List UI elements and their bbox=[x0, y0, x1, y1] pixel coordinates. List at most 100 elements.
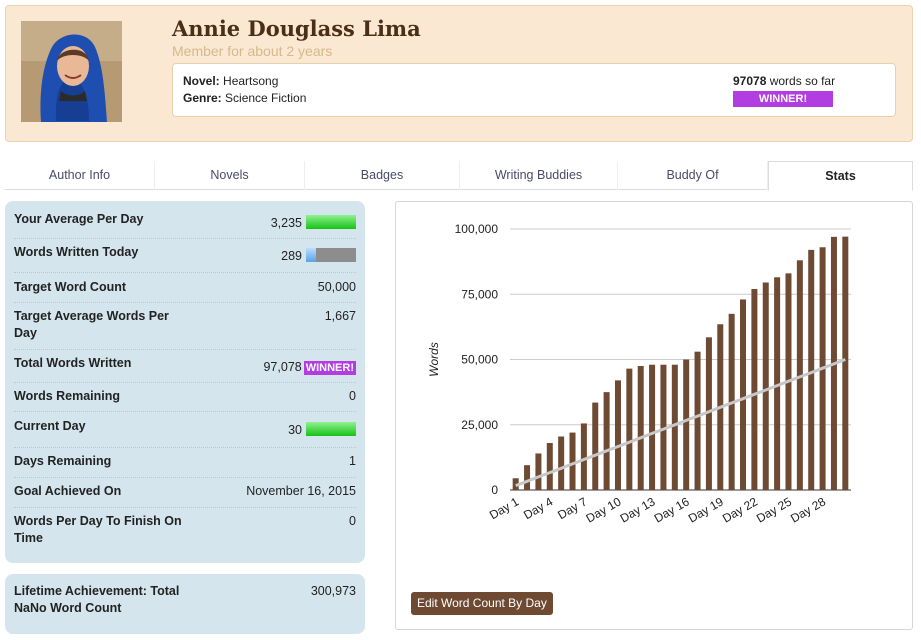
bar bbox=[592, 402, 599, 490]
x-tick-label: Day 28 bbox=[788, 494, 828, 525]
tab-novels[interactable]: Novels bbox=[155, 161, 305, 190]
y-tick-label: 100,000 bbox=[455, 222, 499, 236]
bar bbox=[796, 260, 803, 490]
stat-row-remaining: Words Remaining 0 bbox=[14, 383, 356, 412]
x-tick-label: Day 1 bbox=[487, 494, 521, 522]
stat-value: 30 bbox=[288, 422, 356, 439]
bar bbox=[842, 236, 849, 490]
word-count: 97078 bbox=[733, 74, 767, 88]
bar bbox=[751, 289, 758, 490]
word-count-chart-panel: 0 25,000 50,000 75,000 100,000 Words Day 1 Day … bbox=[395, 201, 913, 630]
bar bbox=[626, 368, 633, 490]
stat-value: 0 bbox=[349, 514, 356, 528]
stat-number: 97,078 bbox=[263, 360, 302, 374]
bar bbox=[614, 380, 621, 490]
bar bbox=[808, 249, 815, 490]
stat-value: 97,078 WINNER! bbox=[263, 359, 356, 376]
stat-label: Total Words Written bbox=[14, 356, 132, 370]
stat-row-today: Words Written Today 289 bbox=[14, 239, 356, 273]
stat-number: 3,235 bbox=[270, 216, 302, 230]
x-tick-label: Day 7 bbox=[555, 494, 589, 522]
y-axis-label: Words bbox=[427, 342, 441, 377]
tab-author-info[interactable]: Author Info bbox=[5, 161, 155, 190]
edit-word-count-button[interactable]: Edit Word Count By Day bbox=[411, 592, 553, 615]
genre-value: Science Fiction bbox=[225, 91, 307, 105]
bar bbox=[637, 366, 644, 490]
stat-row-target: Target Word Count 50,000 bbox=[14, 273, 356, 303]
word-count-line: 97078 words so far bbox=[733, 74, 835, 88]
stat-label: Words Per Day To Finish On Time bbox=[14, 514, 182, 545]
stat-number: 289 bbox=[281, 249, 302, 263]
lifetime-panel: Lifetime Achievement: Total NaNo Word Co… bbox=[5, 574, 365, 634]
tab-writing-buddies[interactable]: Writing Buddies bbox=[460, 161, 618, 190]
novel-label: Novel: bbox=[183, 74, 220, 88]
member-since: Member for about 2 years bbox=[172, 43, 333, 59]
stat-label: Words Written Today bbox=[14, 245, 139, 259]
bar bbox=[535, 453, 542, 490]
stat-row-days-remaining: Days Remaining 1 bbox=[14, 448, 356, 478]
novel-line: Novel: Heartsong bbox=[183, 74, 278, 88]
lifetime-label: Lifetime Achievement: Total NaNo Word Co… bbox=[14, 584, 180, 615]
bar bbox=[603, 392, 610, 490]
y-tick-label: 50,000 bbox=[461, 353, 498, 367]
x-tick-label: Day 19 bbox=[686, 494, 726, 525]
x-tick-label: Day 25 bbox=[754, 494, 794, 525]
bar bbox=[774, 277, 781, 490]
stat-row-average: Your Average Per Day 3,235 bbox=[14, 210, 356, 239]
profile-tabs: Author Info Novels Badges Writing Buddie… bbox=[5, 161, 913, 191]
stat-value: 1,667 bbox=[324, 309, 356, 323]
stat-value: 0 bbox=[349, 389, 356, 403]
target-line bbox=[515, 358, 846, 488]
stat-label: Target Word Count bbox=[14, 280, 127, 294]
bar bbox=[524, 465, 531, 490]
stat-number: 30 bbox=[288, 423, 302, 437]
stat-row-per-day-finish: Words Per Day To Finish On Time 0 bbox=[14, 508, 356, 552]
bar bbox=[546, 443, 553, 490]
stat-row-target-average: Target Average Words Per Day 1,667 bbox=[14, 303, 356, 350]
winner-badge: WINNER! bbox=[733, 91, 833, 107]
y-tick-label: 25,000 bbox=[461, 418, 498, 432]
stat-label: Words Remaining bbox=[14, 389, 121, 403]
x-tick-label: Day 10 bbox=[584, 494, 624, 525]
lifetime-value: 300,973 bbox=[310, 584, 356, 598]
x-tick-label: Day 22 bbox=[720, 494, 760, 525]
stat-value: 289 bbox=[281, 248, 356, 265]
stat-label: Goal Achieved On bbox=[14, 484, 122, 498]
novel-title[interactable]: Heartsong bbox=[223, 74, 279, 88]
winner-small-badge: WINNER! bbox=[303, 361, 356, 375]
genre-label: Genre: bbox=[183, 91, 222, 105]
stat-row-total: Total Words Written 97,078 WINNER! bbox=[14, 350, 356, 383]
avatar[interactable] bbox=[21, 21, 122, 122]
word-count-suffix: words so far bbox=[769, 74, 836, 88]
profile-header: Annie Douglass Lima Member for about 2 y… bbox=[5, 5, 913, 142]
y-tick-label: 75,000 bbox=[461, 287, 498, 301]
bar bbox=[683, 359, 690, 490]
average-progress-bar bbox=[306, 215, 356, 229]
bar bbox=[740, 299, 747, 490]
y-tick-label: 0 bbox=[491, 483, 498, 497]
tab-stats[interactable]: Stats bbox=[768, 161, 913, 191]
x-tick-label: Day 16 bbox=[652, 494, 692, 525]
bar bbox=[762, 282, 769, 490]
author-name: Annie Douglass Lima bbox=[172, 16, 421, 41]
tab-badges[interactable]: Badges bbox=[305, 161, 460, 190]
bar bbox=[660, 364, 667, 490]
tab-buddy-of[interactable]: Buddy Of bbox=[618, 161, 768, 190]
today-progress-fill bbox=[306, 248, 316, 262]
stats-panel: Your Average Per Day 3,235 Words Written… bbox=[5, 201, 365, 563]
today-progress-bar bbox=[306, 248, 356, 262]
word-count-chart: 0 25,000 50,000 75,000 100,000 Words Day 1 Day … bbox=[427, 222, 851, 526]
novel-summary: Novel: Heartsong Genre: Science Fiction … bbox=[172, 63, 896, 117]
avatar-image bbox=[21, 21, 122, 122]
stat-row-goal-achieved: Goal Achieved On November 16, 2015 bbox=[14, 478, 356, 508]
x-tick-label: Day 13 bbox=[618, 494, 658, 525]
stat-label: Days Remaining bbox=[14, 454, 112, 468]
bar bbox=[671, 364, 678, 490]
stat-label: Your Average Per Day bbox=[14, 212, 144, 226]
stat-value: 50,000 bbox=[317, 280, 356, 294]
stat-row-current-day: Current Day 30 bbox=[14, 412, 356, 448]
bar bbox=[569, 432, 576, 490]
bar bbox=[580, 423, 587, 490]
bar bbox=[558, 436, 565, 490]
